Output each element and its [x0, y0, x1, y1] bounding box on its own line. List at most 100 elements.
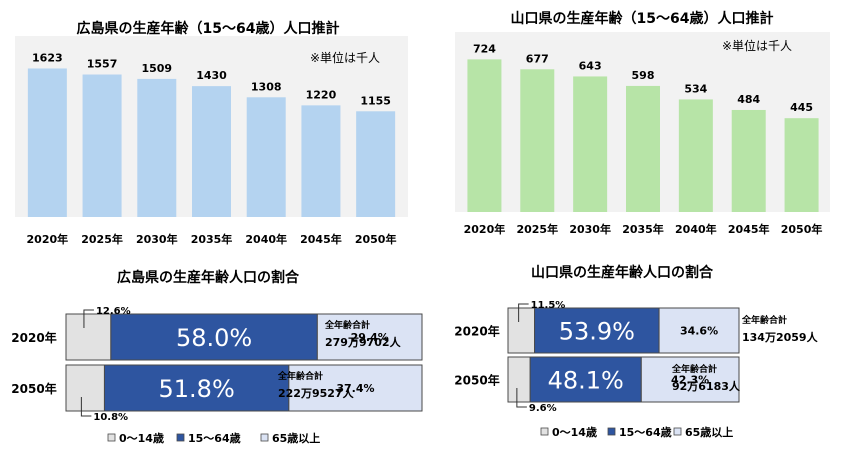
- total-label: 全年齢合計: [324, 319, 370, 331]
- x-tick-label: 2030年: [569, 222, 611, 236]
- bar: [731, 109, 766, 212]
- data-label: 1509: [141, 62, 172, 75]
- leader-line: [516, 388, 527, 408]
- bar-group: 724 2020年 677 2025年 643 2030年 598 2035年 534 2040年…: [464, 42, 823, 236]
- data-label: 677: [526, 52, 549, 65]
- legend-swatch: [540, 427, 549, 436]
- x-tick-label: 2045年: [728, 222, 770, 236]
- bar: [678, 99, 713, 212]
- bar-segment: [658, 307, 740, 354]
- legend-label: 0～14歳: [552, 425, 597, 439]
- chart-title: 広島県の生産年齢（15～64歳）人口推計: [77, 20, 340, 37]
- bar: [192, 86, 231, 217]
- data-label: 1308: [251, 80, 282, 93]
- bar: [784, 118, 819, 212]
- x-tick-label: 2035年: [191, 232, 233, 246]
- data-label: 51.8%: [159, 375, 235, 403]
- bar: [356, 111, 396, 217]
- x-tick-label: 2030年: [136, 232, 178, 246]
- x-tick-label: 2040年: [245, 232, 287, 246]
- data-label: 1220: [306, 88, 337, 101]
- bar: [626, 85, 660, 212]
- legend-label: 65歳以上: [272, 431, 320, 445]
- bar-group: 1623 2020年 1557 2025年 1509 2030年 1430 2035年 1308…: [27, 51, 397, 246]
- data-label: 11.5%: [531, 300, 566, 311]
- chart-title: 山口県の生産年齢（15～64歳）人口推計: [511, 10, 774, 27]
- legend-label: 65歳以上: [685, 425, 733, 439]
- x-tick-label: 2020年: [27, 232, 69, 246]
- data-label: 534: [684, 82, 707, 95]
- leader-line: [518, 303, 529, 322]
- bar: [520, 69, 555, 212]
- data-label: 12.6%: [96, 306, 131, 317]
- bar: [467, 59, 502, 213]
- data-label: 42.3%: [671, 374, 709, 387]
- data-label: 48.1%: [548, 367, 624, 395]
- data-label: 1430: [196, 69, 227, 82]
- data-label: 484: [737, 93, 760, 106]
- data-label: 643: [579, 59, 602, 72]
- data-label: 9.6%: [529, 403, 557, 414]
- data-label: 1623: [32, 51, 63, 64]
- category-label: 2020年: [11, 330, 56, 345]
- yamaguchi-share-chart: 山口県の生産年齢人口の割合 2020年 53.9% 34.6% 11.5% 全年齢合計 1…: [454, 264, 818, 439]
- hiroshima-share-chart: 広島県の生産年齢人口の割合 2020年 58.0% 29.4%12.6%全年齢合計2…: [11, 269, 423, 445]
- data-label: 58.0%: [176, 324, 252, 352]
- legend-label: 15～64歳: [188, 431, 241, 445]
- chart-title: 広島県の生産年齢人口の割合: [117, 269, 300, 286]
- data-label: 724: [473, 42, 496, 55]
- x-tick-label: 2045年: [300, 232, 342, 246]
- leader-line: [83, 309, 94, 328]
- stacked-bars: 2020年 58.0% 29.4% 12.6% 全年齢合計 279万9702人 2050年 5…: [11, 306, 423, 445]
- legend-swatch: [607, 427, 616, 436]
- data-label: 1557: [87, 58, 118, 71]
- x-tick-label: 2040年: [675, 222, 717, 236]
- x-tick-label: 2025年: [516, 222, 558, 236]
- leader-line: [80, 397, 92, 417]
- legend-swatch: [673, 427, 682, 436]
- total-label: 全年齢合計: [277, 370, 323, 382]
- bar-segment: [288, 364, 423, 412]
- bar: [82, 74, 122, 217]
- data-label: 1155: [360, 94, 391, 107]
- x-tick-label: 2050年: [355, 232, 397, 246]
- x-tick-label: 2050年: [781, 222, 823, 236]
- unit-note: ※単位は千人: [722, 38, 792, 53]
- bar-segment: [640, 356, 740, 403]
- legend-label: 0～14歳: [119, 431, 164, 445]
- bar-segment: [529, 356, 642, 403]
- category-label: 2050年: [11, 381, 56, 396]
- x-tick-label: 2035年: [622, 222, 664, 236]
- total-label: 全年齢合計: [671, 363, 717, 375]
- bar-segment: [316, 313, 423, 361]
- category-label: 2050年: [454, 373, 499, 388]
- bar-segment: [534, 307, 660, 354]
- data-label: 29.4%: [351, 331, 389, 344]
- legend-swatch: [260, 433, 269, 442]
- stacked-bars: 2020年 53.9% 34.6% 11.5% 全年齢合計 134万2059人 2050年 4…: [454, 300, 818, 439]
- chart-title: 山口県の生産年齢人口の割合: [531, 264, 714, 281]
- bar: [301, 105, 341, 217]
- legend-label: 15～64歳: [619, 425, 672, 439]
- total-value: 134万2059人: [742, 330, 819, 344]
- bar-segment: [65, 313, 112, 361]
- total-label: 全年齢合計: [741, 314, 787, 326]
- legend-swatch: [107, 433, 116, 442]
- unit-note: ※単位は千人: [310, 50, 380, 65]
- bar-segment: [507, 356, 531, 403]
- bar: [246, 97, 286, 217]
- total-value: 279万9702人: [325, 335, 402, 349]
- bar: [27, 68, 67, 217]
- data-label: 34.6%: [680, 325, 718, 338]
- total-value: 222万9527人: [278, 386, 355, 400]
- data-label: 598: [632, 69, 655, 82]
- bar-segment: [507, 307, 536, 354]
- hiroshima-column-chart: 広島県の生産年齢（15～64歳）人口推計 ※単位は千人 1623 2020年 155…: [15, 20, 408, 246]
- total-value: 92万6183人: [672, 379, 741, 393]
- data-label: 53.9%: [559, 318, 635, 346]
- yamaguchi-column-chart: 山口県の生産年齢（15～64歳）人口推計 ※単位は千人 724 2020年 677 2…: [455, 10, 830, 236]
- data-label: 10.8%: [93, 412, 128, 423]
- x-tick-label: 2025年: [81, 232, 123, 246]
- data-label: 445: [790, 101, 813, 114]
